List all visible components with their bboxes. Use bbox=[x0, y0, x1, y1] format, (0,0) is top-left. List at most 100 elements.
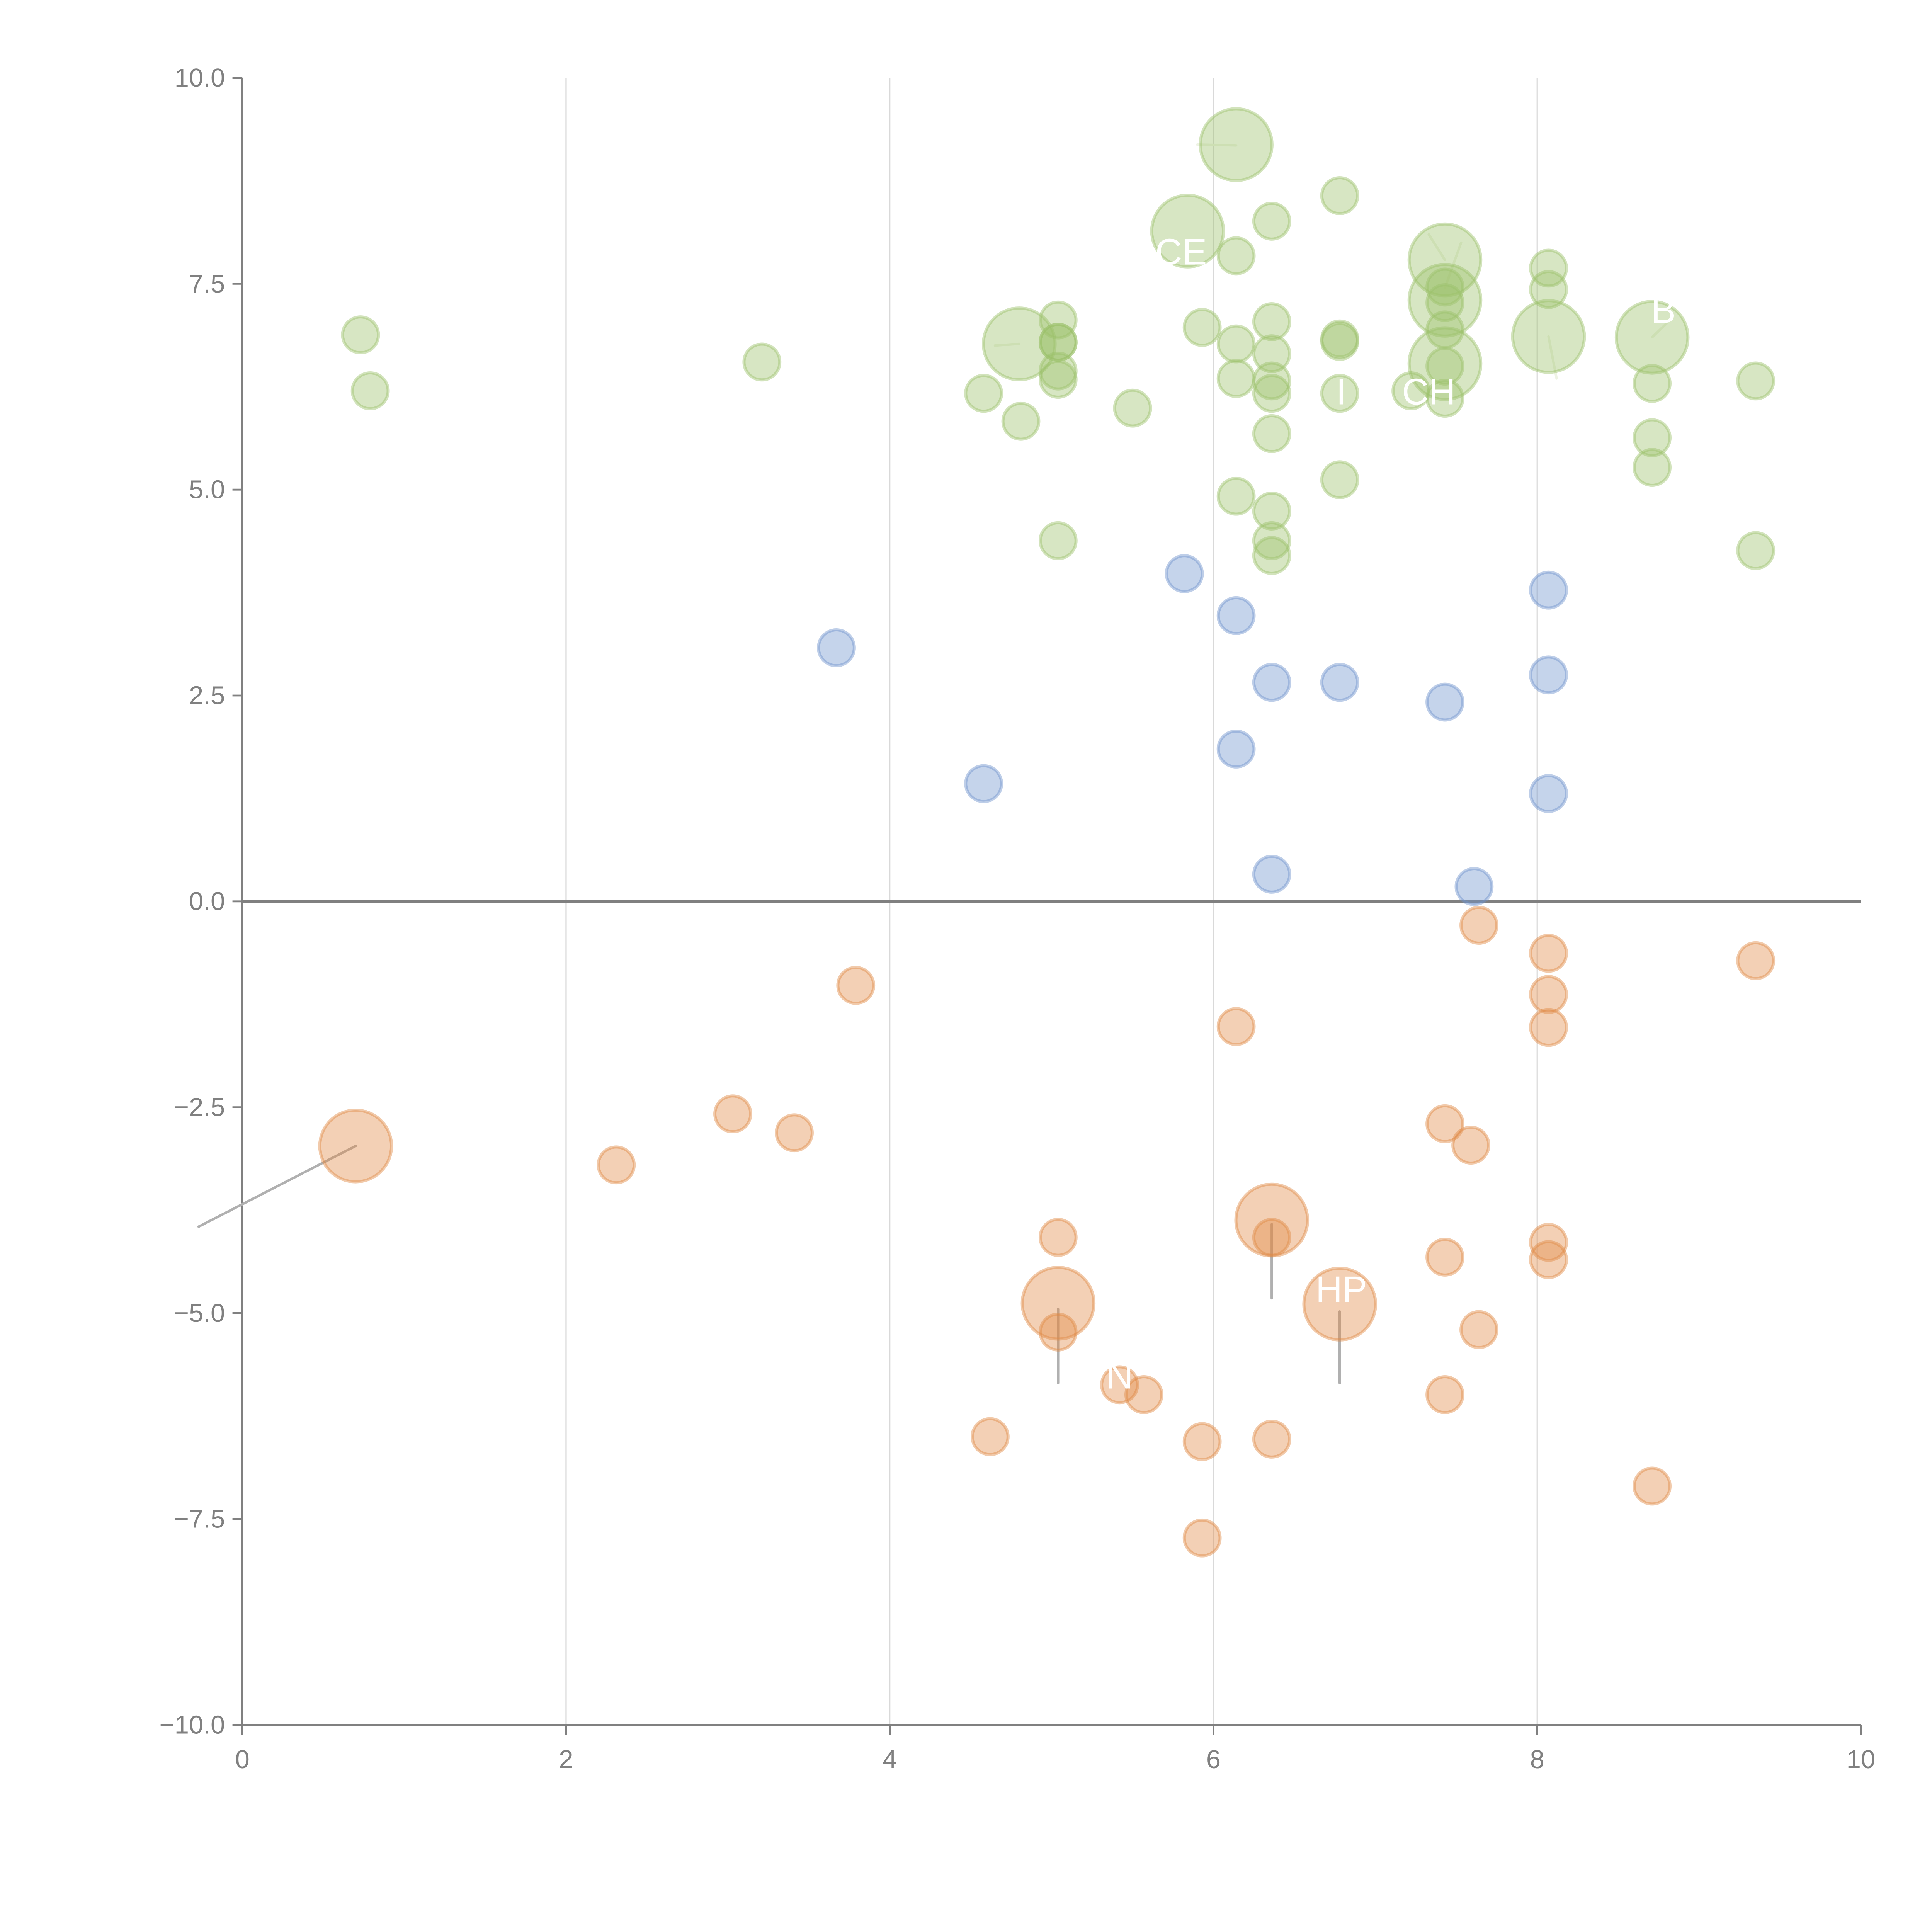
x-tick-label: 0 bbox=[235, 1745, 250, 1774]
data-point-green bbox=[1425, 310, 1464, 350]
data-point-blue bbox=[1216, 596, 1256, 635]
x-tick-label: 4 bbox=[883, 1745, 897, 1774]
data-point-orange bbox=[1038, 1218, 1078, 1257]
data-point-orange bbox=[1182, 1422, 1222, 1461]
data-point-green bbox=[1425, 283, 1464, 322]
y-tick-label: 2.5 bbox=[189, 681, 225, 710]
leader-line bbox=[1444, 241, 1463, 289]
data-point-green bbox=[1199, 107, 1274, 182]
data-point-green bbox=[1216, 476, 1256, 516]
data-point-green bbox=[1001, 401, 1041, 441]
data-point-blue bbox=[1320, 663, 1359, 702]
data-point-green bbox=[1216, 236, 1256, 276]
data-point-orange bbox=[1302, 1267, 1378, 1342]
data-point-green bbox=[1320, 319, 1359, 359]
data-point-blue bbox=[1529, 774, 1568, 813]
data-point-green bbox=[1320, 176, 1359, 215]
data-point-blue bbox=[1252, 855, 1291, 894]
data-point-green bbox=[1038, 323, 1078, 362]
data-point-orange bbox=[1529, 934, 1568, 973]
data-point-green bbox=[1252, 361, 1291, 401]
data-point-green bbox=[1038, 360, 1078, 399]
data-point-green bbox=[1216, 359, 1256, 398]
data-point-green bbox=[1407, 263, 1483, 338]
data-point-green bbox=[1407, 222, 1483, 298]
data-point-green bbox=[1614, 300, 1690, 375]
data-point-orange bbox=[1020, 1266, 1096, 1341]
data-point-blue bbox=[1529, 570, 1568, 610]
data-point-green bbox=[742, 342, 782, 382]
data-point-orange bbox=[1529, 975, 1568, 1014]
annotation-label: I bbox=[1336, 371, 1347, 413]
data-point-blue bbox=[1252, 663, 1291, 702]
data-point-green bbox=[1391, 371, 1430, 410]
data-point-orange bbox=[1736, 941, 1776, 980]
data-point-blue bbox=[1425, 682, 1464, 722]
annotation-label: CH bbox=[1402, 371, 1456, 413]
annotation-label: HP bbox=[1316, 1269, 1367, 1310]
data-point-green bbox=[1633, 364, 1672, 403]
data-point-green bbox=[1425, 347, 1464, 386]
data-point-green bbox=[1038, 300, 1078, 340]
data-point-orange bbox=[713, 1094, 752, 1134]
data-point-green bbox=[1113, 388, 1152, 428]
data-points bbox=[318, 107, 1776, 1558]
data-point-green bbox=[1320, 460, 1359, 500]
data-point-green bbox=[1252, 492, 1291, 531]
data-point-green bbox=[1425, 379, 1464, 418]
data-point-orange bbox=[1425, 1104, 1464, 1143]
data-point-blue bbox=[817, 628, 856, 667]
data-point-green bbox=[1182, 308, 1222, 347]
data-point-orange bbox=[1451, 1126, 1490, 1165]
data-point-orange bbox=[1100, 1365, 1139, 1405]
leader-line bbox=[1427, 233, 1446, 261]
y-tick-label: −5.0 bbox=[174, 1299, 225, 1328]
data-point-green bbox=[1150, 194, 1225, 269]
data-point-orange bbox=[1038, 1313, 1078, 1352]
data-point-blue bbox=[1216, 730, 1256, 769]
data-point-orange bbox=[775, 1113, 814, 1153]
data-point-green bbox=[1216, 324, 1256, 364]
annotation-labels: CE B I CH HP N bbox=[1106, 231, 1676, 1396]
data-point-orange bbox=[1529, 1240, 1568, 1279]
data-point-green bbox=[1633, 448, 1672, 487]
data-point-green bbox=[1736, 361, 1776, 401]
leader-lines bbox=[197, 143, 1668, 1384]
data-point-green bbox=[1320, 322, 1359, 361]
data-point-orange bbox=[597, 1145, 636, 1185]
data-point-green bbox=[1252, 302, 1291, 341]
data-point-orange bbox=[1252, 1420, 1291, 1459]
data-point-green bbox=[1252, 536, 1291, 575]
data-point-blue bbox=[1529, 655, 1568, 695]
annotation-label: N bbox=[1106, 1355, 1133, 1396]
data-point-green bbox=[1252, 334, 1291, 373]
annotation-label: CE bbox=[1155, 231, 1207, 272]
data-point-orange bbox=[1425, 1375, 1464, 1414]
data-point-blue bbox=[1454, 867, 1494, 906]
data-point-green bbox=[350, 371, 390, 410]
y-tick-label: 7.5 bbox=[189, 269, 225, 298]
data-point-green bbox=[1252, 202, 1291, 241]
leader-line bbox=[1651, 322, 1668, 339]
data-point-green bbox=[1511, 299, 1586, 374]
data-point-orange bbox=[1216, 1007, 1256, 1046]
data-point-green bbox=[1425, 267, 1464, 307]
data-point-green bbox=[1038, 521, 1078, 560]
x-tick-label: 6 bbox=[1206, 1745, 1221, 1774]
data-point-green bbox=[1252, 374, 1291, 413]
data-point-green bbox=[1038, 351, 1078, 391]
axes: 0 2 4 6 8 10 10.0 7.5 5.0 2.5 0.0 −2.5 −5.0 −7.5 −10.0 bbox=[159, 63, 1875, 1774]
data-point-green bbox=[1320, 374, 1359, 413]
data-point-orange bbox=[1124, 1375, 1163, 1414]
y-tick-label: −10.0 bbox=[159, 1710, 225, 1739]
data-point-green bbox=[1529, 270, 1568, 309]
data-point-blue bbox=[964, 764, 1003, 803]
leader-line bbox=[993, 342, 1021, 347]
y-tick-label: 10.0 bbox=[175, 63, 225, 92]
data-point-blue bbox=[1165, 554, 1204, 593]
y-tick-label: −7.5 bbox=[174, 1505, 225, 1534]
data-point-green bbox=[1633, 418, 1672, 457]
data-point-green bbox=[341, 315, 380, 354]
data-point-orange bbox=[1529, 1008, 1568, 1047]
